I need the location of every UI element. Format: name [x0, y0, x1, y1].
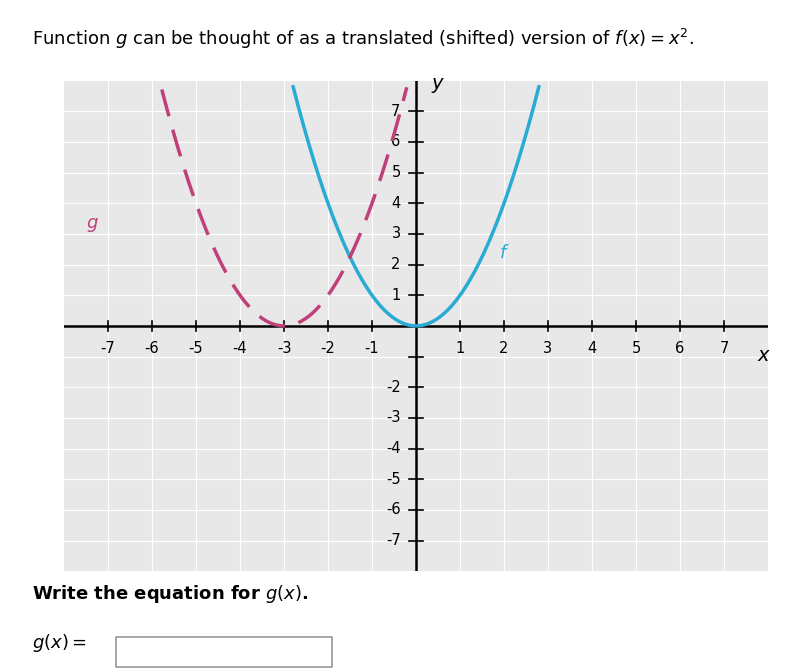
Text: 7: 7 — [719, 341, 729, 356]
Text: 1: 1 — [391, 288, 401, 303]
Text: -6: -6 — [386, 503, 401, 517]
Text: 4: 4 — [587, 341, 597, 356]
Text: 5: 5 — [631, 341, 641, 356]
Text: -5: -5 — [189, 341, 203, 356]
Text: y: y — [431, 74, 443, 93]
Text: -7: -7 — [101, 341, 115, 356]
Text: g: g — [86, 214, 98, 232]
Text: -3: -3 — [277, 341, 291, 356]
Text: -6: -6 — [145, 341, 159, 356]
Text: 2: 2 — [499, 341, 509, 356]
FancyBboxPatch shape — [116, 637, 332, 667]
Text: 1: 1 — [455, 341, 465, 356]
Text: -4: -4 — [386, 441, 401, 456]
Text: Write the equation for $g(x)$.: Write the equation for $g(x)$. — [32, 583, 309, 605]
Text: 5: 5 — [391, 165, 401, 180]
Text: -3: -3 — [386, 411, 401, 425]
Text: -1: -1 — [365, 341, 379, 356]
Text: -7: -7 — [386, 533, 401, 548]
Text: x: x — [758, 346, 770, 365]
Text: 3: 3 — [391, 226, 401, 241]
Text: 6: 6 — [675, 341, 685, 356]
Text: 7: 7 — [391, 103, 401, 119]
Text: -5: -5 — [386, 472, 401, 487]
Text: 6: 6 — [391, 134, 401, 149]
Text: f: f — [499, 245, 506, 263]
Text: -2: -2 — [386, 380, 401, 394]
Text: Function $g$ can be thought of as a translated (shifted) version of $f(x) = x^2$: Function $g$ can be thought of as a tran… — [32, 27, 694, 51]
Text: $g(x) =$: $g(x) =$ — [32, 632, 86, 655]
Text: 2: 2 — [391, 257, 401, 272]
Text: 4: 4 — [391, 196, 401, 211]
Text: -2: -2 — [321, 341, 335, 356]
Text: -4: -4 — [233, 341, 247, 356]
Text: 3: 3 — [543, 341, 553, 356]
